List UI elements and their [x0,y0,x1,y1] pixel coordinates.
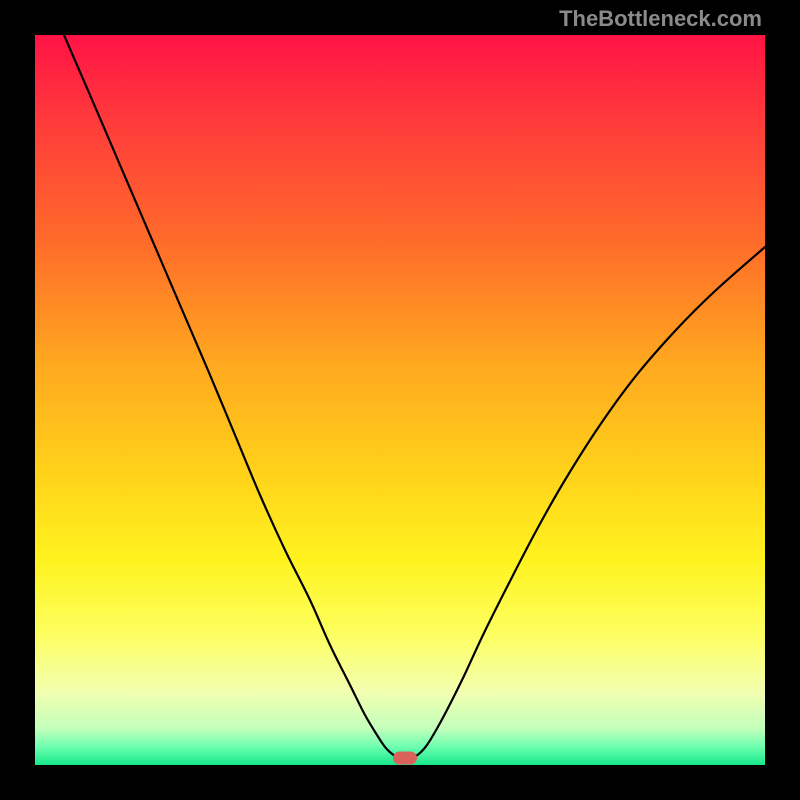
optimum-marker [393,752,417,765]
frame-border [0,0,35,800]
chart-frame: TheBottleneck.com [0,0,800,800]
frame-border [765,0,800,800]
bottleneck-curve [35,35,765,765]
watermark-text: TheBottleneck.com [559,6,762,32]
frame-border [0,765,800,800]
plot-area [35,35,765,765]
